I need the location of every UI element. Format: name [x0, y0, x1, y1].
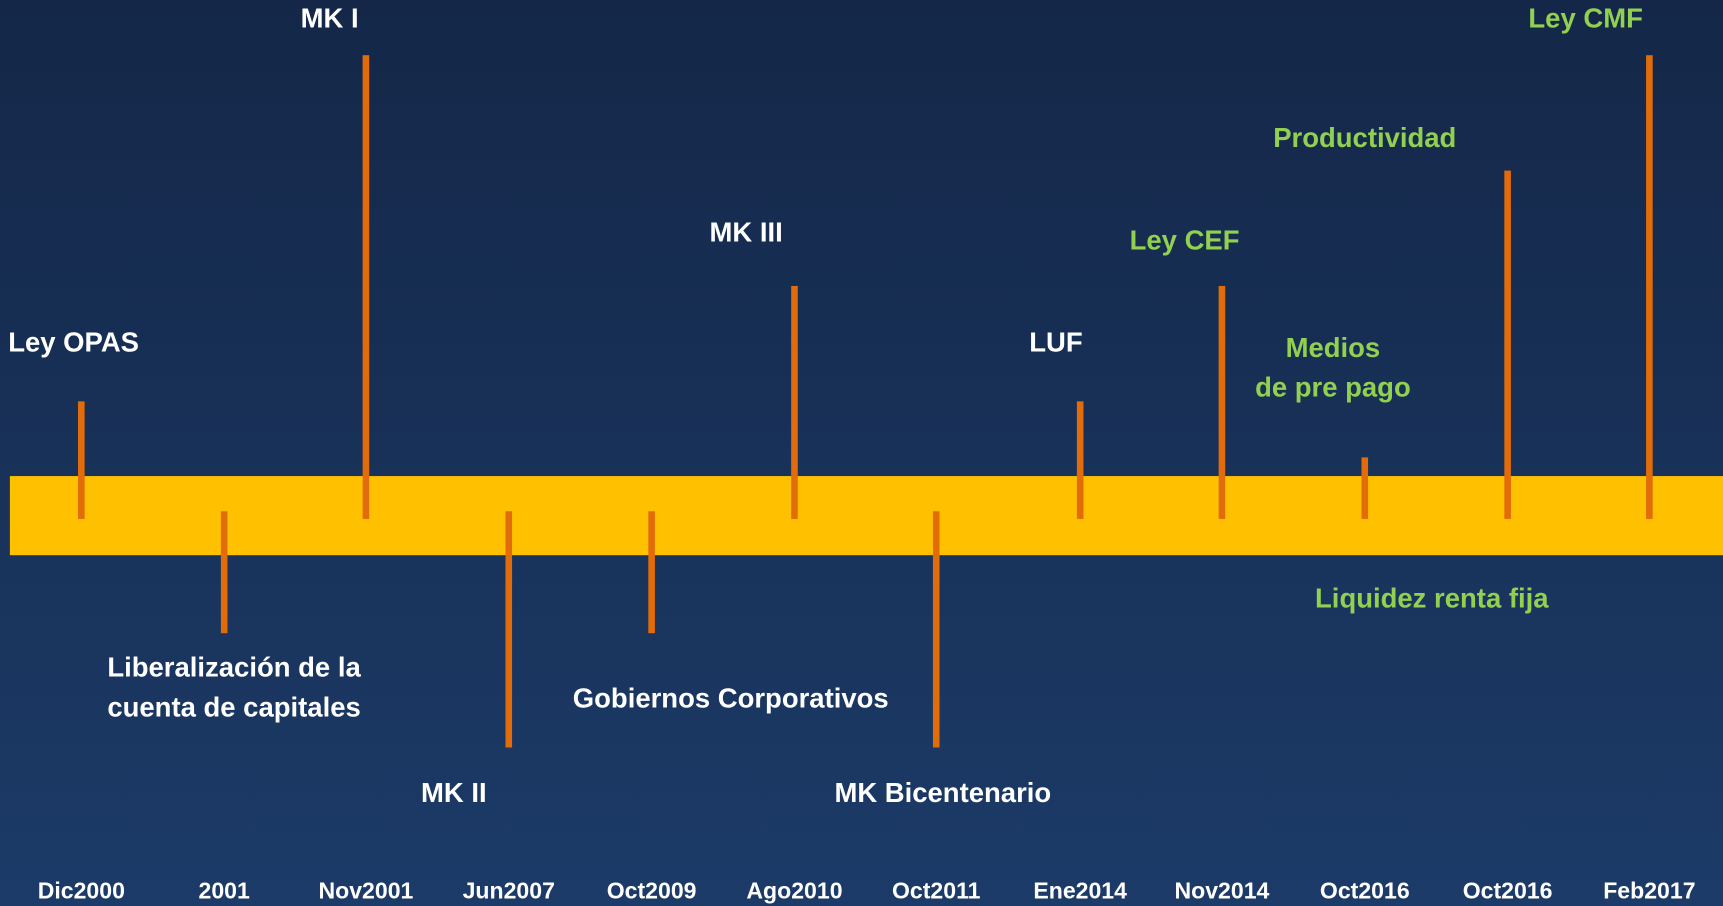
event-stick	[220, 511, 228, 634]
event-stick	[1361, 457, 1369, 519]
event-stick	[932, 511, 940, 748]
event-label: Productividad	[1273, 122, 1456, 153]
event-stick	[1076, 401, 1084, 519]
date-label: Oct2016	[1320, 878, 1410, 904]
date-label: Nov2001	[318, 878, 413, 904]
event-label: Gobiernos Corporativos	[573, 682, 889, 713]
date-label: Ene2014	[1033, 878, 1127, 904]
event-stick	[791, 285, 798, 519]
date-label: Oct2016	[1463, 878, 1553, 904]
event-label: Liberalización de la	[107, 652, 361, 683]
date-label: Dic2000	[38, 878, 125, 904]
event-label: Ley CEF	[1130, 224, 1240, 255]
date-label: Nov2014	[1174, 878, 1269, 904]
event-label: LUF	[1029, 326, 1082, 357]
event-label: MK II	[421, 777, 487, 808]
event-stick	[362, 55, 370, 519]
event-stick	[1218, 285, 1226, 519]
event-stick	[648, 511, 655, 634]
timeline-band	[9, 476, 1723, 556]
date-label: Ago2010	[746, 878, 842, 904]
event-label: MK III	[709, 217, 782, 248]
event-label: cuenta de capitales	[107, 691, 360, 722]
date-label: Feb2017	[1603, 878, 1695, 904]
date-label: 2001	[199, 878, 250, 904]
event-label: MK I	[301, 2, 359, 33]
event-stick	[1504, 170, 1511, 519]
event-label: Ley CMF	[1528, 2, 1642, 33]
event-stick	[505, 511, 513, 748]
event-stick	[1646, 55, 1653, 519]
date-label: Jun2007	[463, 878, 555, 904]
event-label: MK Bicentenario	[834, 777, 1051, 808]
event-label: Medios	[1286, 332, 1381, 363]
date-label: Oct2011	[892, 878, 981, 904]
event-stick	[78, 401, 85, 519]
event-label: Ley OPAS	[8, 326, 139, 357]
event-label: de pre pago	[1255, 372, 1411, 403]
date-label: Oct2009	[607, 878, 697, 904]
note-label: Liquidez renta fija	[1315, 582, 1549, 613]
